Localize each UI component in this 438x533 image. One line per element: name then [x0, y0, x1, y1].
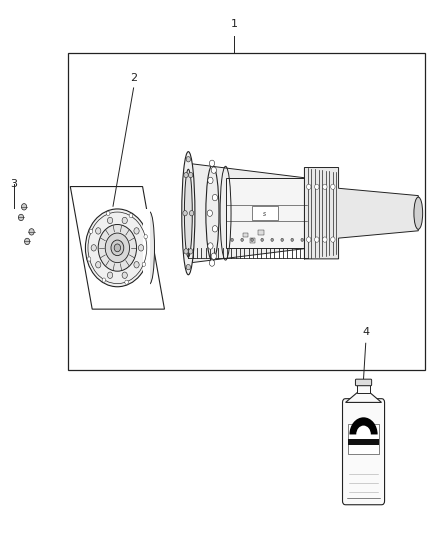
Circle shape: [241, 238, 244, 241]
Text: 4: 4: [362, 327, 369, 337]
Ellipse shape: [182, 151, 195, 275]
Circle shape: [184, 172, 188, 177]
Circle shape: [144, 235, 148, 239]
Bar: [348, 424, 379, 454]
Circle shape: [301, 238, 304, 241]
Circle shape: [212, 195, 218, 201]
Circle shape: [212, 225, 218, 232]
Circle shape: [122, 217, 127, 224]
Circle shape: [251, 238, 254, 241]
Circle shape: [29, 229, 34, 235]
Bar: [143, 209, 150, 287]
Ellipse shape: [184, 169, 192, 257]
Bar: [348, 439, 379, 446]
Circle shape: [138, 245, 144, 251]
Circle shape: [21, 204, 27, 210]
Polygon shape: [346, 392, 381, 402]
Circle shape: [102, 278, 106, 282]
Circle shape: [95, 262, 101, 268]
Ellipse shape: [414, 197, 423, 229]
Circle shape: [107, 217, 113, 224]
Text: S: S: [263, 212, 267, 217]
Bar: [357, 385, 370, 392]
Circle shape: [129, 214, 133, 218]
Bar: [226, 178, 307, 248]
Circle shape: [89, 229, 93, 233]
Circle shape: [114, 244, 120, 252]
Polygon shape: [70, 187, 165, 309]
FancyBboxPatch shape: [343, 399, 385, 505]
Text: 3: 3: [11, 179, 18, 189]
Circle shape: [291, 238, 293, 241]
Circle shape: [314, 184, 319, 190]
Polygon shape: [304, 167, 418, 259]
Ellipse shape: [145, 212, 155, 284]
Circle shape: [231, 238, 233, 241]
Circle shape: [189, 211, 194, 216]
Circle shape: [91, 245, 96, 251]
Circle shape: [184, 249, 188, 254]
FancyBboxPatch shape: [355, 379, 372, 386]
Polygon shape: [188, 163, 307, 263]
Text: 1: 1: [231, 19, 238, 29]
Circle shape: [87, 257, 91, 261]
Circle shape: [331, 237, 335, 242]
Circle shape: [183, 211, 187, 216]
Circle shape: [95, 228, 101, 234]
Circle shape: [85, 209, 149, 287]
Circle shape: [186, 264, 191, 270]
Circle shape: [125, 280, 128, 285]
Circle shape: [186, 157, 191, 162]
Circle shape: [209, 160, 215, 166]
Circle shape: [211, 253, 216, 260]
Circle shape: [208, 177, 213, 183]
Circle shape: [323, 237, 327, 242]
Circle shape: [111, 240, 124, 256]
Circle shape: [105, 233, 130, 263]
Circle shape: [122, 272, 127, 278]
Bar: [68, 53, 425, 370]
Circle shape: [307, 237, 311, 242]
Circle shape: [314, 237, 319, 242]
Circle shape: [208, 243, 213, 249]
Circle shape: [107, 272, 113, 278]
Circle shape: [207, 210, 212, 216]
Circle shape: [106, 211, 110, 215]
Circle shape: [188, 172, 193, 177]
Circle shape: [331, 184, 335, 190]
Bar: [243, 233, 248, 237]
Circle shape: [211, 167, 216, 173]
Circle shape: [98, 224, 137, 271]
Circle shape: [209, 260, 215, 266]
Circle shape: [134, 262, 139, 268]
Circle shape: [261, 238, 264, 241]
Circle shape: [281, 238, 283, 241]
Bar: [258, 230, 264, 235]
Circle shape: [142, 262, 145, 266]
Circle shape: [271, 238, 273, 241]
Circle shape: [18, 214, 24, 221]
Bar: [252, 206, 278, 220]
Bar: [250, 238, 255, 243]
Circle shape: [307, 184, 311, 190]
Circle shape: [25, 238, 30, 245]
Text: m: m: [361, 431, 366, 436]
Circle shape: [188, 249, 193, 254]
Wedge shape: [350, 417, 378, 434]
Text: 2: 2: [130, 72, 137, 83]
Circle shape: [134, 228, 139, 234]
Circle shape: [323, 184, 327, 190]
